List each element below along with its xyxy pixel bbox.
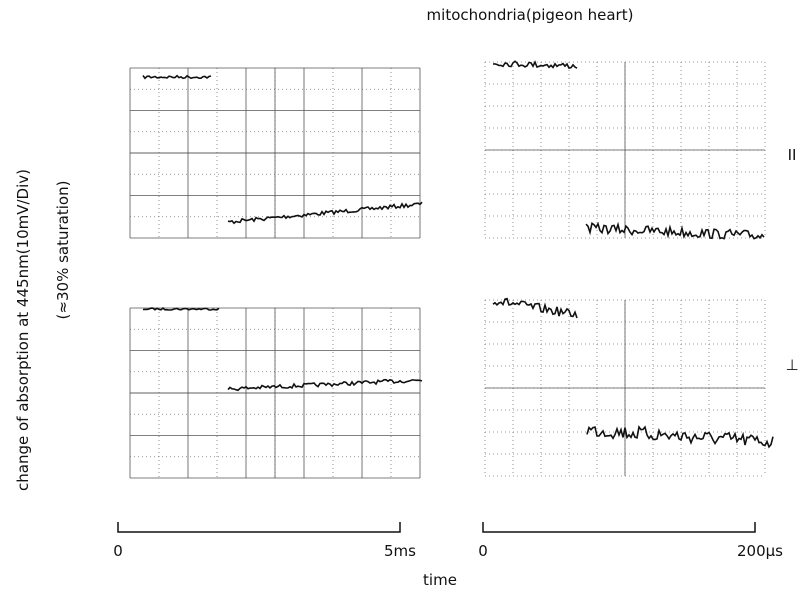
oscilloscope-grid <box>484 61 766 239</box>
trace <box>585 221 765 240</box>
y-sublabel: (≈30% saturation) <box>54 181 72 320</box>
oscilloscope-grid <box>484 299 766 477</box>
scale-label: 200µs <box>737 542 783 560</box>
trace <box>142 74 212 80</box>
left-scale-bar <box>117 522 401 533</box>
trace <box>492 297 578 319</box>
scale-bars <box>117 522 756 533</box>
oscilloscope-grid <box>129 67 421 239</box>
trace <box>142 307 220 311</box>
trace <box>586 425 774 449</box>
right-scale-bar <box>482 522 756 533</box>
oscilloscope-grid <box>129 307 421 479</box>
trace <box>492 60 578 70</box>
trace <box>227 378 423 392</box>
trace <box>227 201 423 225</box>
trace-label: ⊥ <box>785 356 798 374</box>
y-label: change of absorption at 445nm(10mV/Div) <box>14 169 32 491</box>
scale-label: 0 <box>478 542 488 560</box>
scale-label: 5ms <box>384 542 416 560</box>
title: mitochondria(pigeon heart) <box>427 6 634 24</box>
trace-label: II <box>788 146 797 164</box>
scale-label: 0 <box>113 542 123 560</box>
x-label: time <box>423 571 457 589</box>
